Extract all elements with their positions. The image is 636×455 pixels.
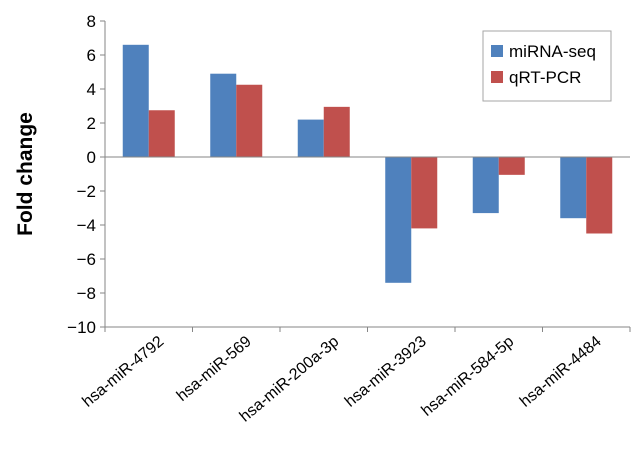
bar-qrt-pcr-3: [323, 106, 350, 157]
bar-mirna-seq-5: [472, 157, 499, 214]
bar-mirna-seq-4: [385, 157, 412, 283]
y-tick-label: 8: [87, 12, 96, 31]
bar-qrt-pcr-1: [148, 110, 175, 157]
y-tick-label: 0: [87, 148, 96, 167]
y-axis-label: Fold change: [14, 112, 37, 236]
bar-mirna-seq-1: [122, 44, 149, 157]
bar-qrt-pcr-6: [586, 157, 613, 234]
y-tick-label: −2: [77, 182, 96, 201]
category-label: hsa-miR-584-5p: [419, 333, 518, 420]
y-tick-label: 2: [87, 114, 96, 133]
y-axis-ticks: 8 6 4 2 0 −2 −4 −6 −8 −10: [67, 12, 105, 337]
y-tick-label: 4: [87, 80, 96, 99]
y-tick-label: −10: [67, 318, 96, 337]
bar-mirna-seq-3: [297, 119, 324, 157]
bar-qrt-pcr-2: [236, 84, 263, 157]
category-label: hsa-miR-4792: [79, 333, 167, 411]
legend-box: [482, 30, 612, 102]
legend-entry: qRT-PCR: [509, 68, 581, 87]
bar-qrt-pcr-5: [498, 157, 525, 175]
y-tick-label: −8: [77, 284, 96, 303]
axes: [100, 21, 631, 332]
category-label: hsa-miR-4484: [517, 333, 605, 411]
y-tick-label: −4: [77, 216, 96, 235]
legend-swatch: [491, 45, 503, 57]
bar-mirna-seq-6: [560, 157, 587, 219]
legend: miRNA-seq qRT-PCR: [482, 30, 612, 102]
bar-mirna-seq-2: [210, 73, 237, 157]
legend-entry: miRNA-seq: [509, 42, 596, 61]
category-label: hsa-miR-3923: [342, 333, 430, 411]
y-tick-label: −6: [77, 250, 96, 269]
y-tick-label: 6: [87, 46, 96, 65]
bars: [122, 44, 613, 283]
bar-qrt-pcr-4: [411, 157, 438, 229]
category-label: hsa-miR-569: [174, 333, 255, 405]
legend-swatch: [491, 71, 503, 83]
